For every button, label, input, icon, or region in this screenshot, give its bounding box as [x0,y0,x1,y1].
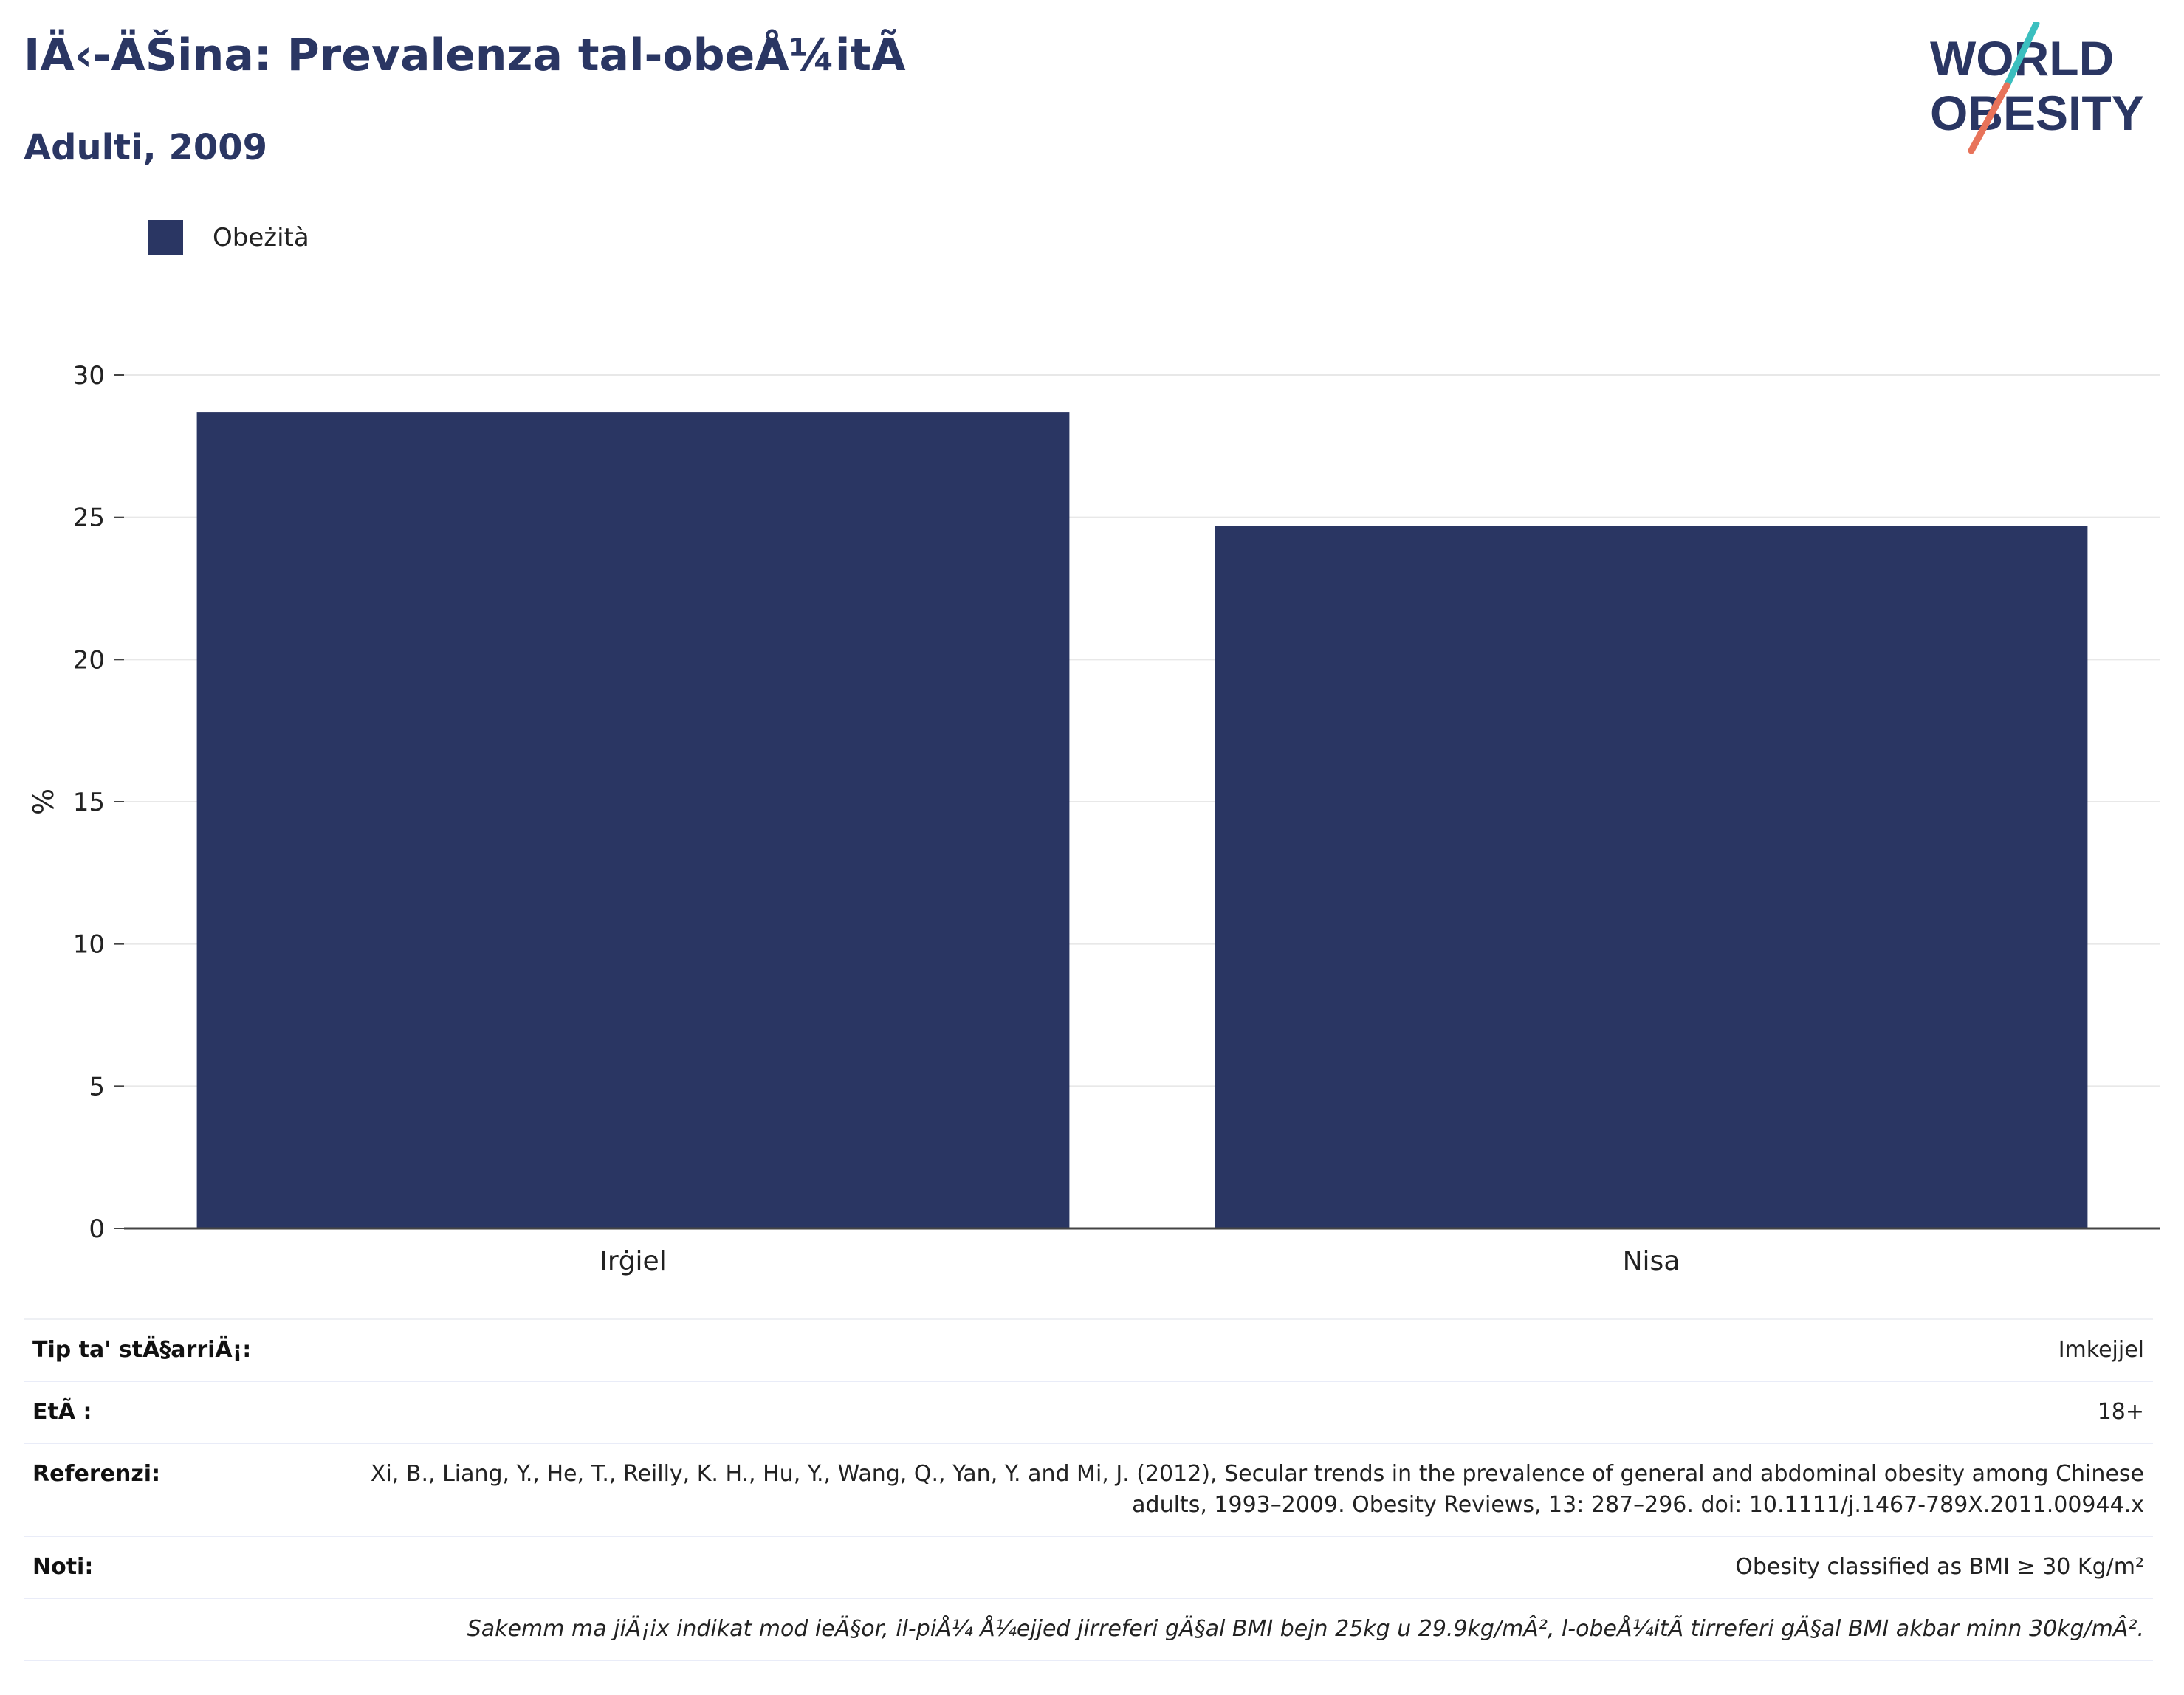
age-value: 18+ [2097,1399,2144,1425]
notes-value: Obesity classified as BMI ≥ 30 Kg/m² [1735,1554,2144,1580]
legend: Obeżità [148,220,309,255]
chart-title: IÄ‹-ÄŠina: Prevalenza tal-obeÅ¼itÃ [24,30,906,81]
x-tick-label: Irġiel [600,1246,666,1276]
logo-slash-top [2003,22,2040,89]
chart-subtitle: Adulti, 2009 [24,127,268,168]
x-tick-label: Nisa [1623,1246,1680,1276]
logo-slash-bottom [1968,82,2010,154]
metadata-row-references: Referenzi: Xi, B., Liang, Y., He, T., Re… [24,1444,2153,1537]
bar [196,412,1070,1229]
survey-type-label: Tip ta' stÄ§arriÄ¡: [32,1337,252,1363]
legend-swatch [148,220,183,255]
y-tick-label: 10 [73,930,105,960]
bar-chart: 0 5 10 15 20 25 30 Irġiel Nisa% [27,361,2160,1276]
references-value: Xi, B., Liang, Y., He, T., Reilly, K. H.… [370,1461,2144,1518]
y-tick-label: 15 [73,788,105,817]
survey-type-value: Imkejjel [2058,1337,2144,1363]
logo-line2: OBESITY [1930,86,2144,140]
y-tick-label: 30 [73,361,105,391]
metadata-row-notes: Noti: Obesity classified as BMI ≥ 30 Kg/… [24,1537,2153,1599]
references-label: Referenzi: [32,1461,161,1487]
bar [1215,526,2088,1228]
y-tick-label: 5 [89,1072,105,1101]
notes-label: Noti: [32,1554,94,1580]
age-label: EtÃ : [32,1399,92,1425]
metadata-row-survey-type: Tip ta' stÄ§arriÄ¡: Imkejjel [24,1320,2153,1382]
y-tick-label: 20 [73,645,105,675]
y-axis-title: % [27,788,60,815]
world-obesity-logo: WORLD OBESITY [1930,22,2144,154]
metadata-table: Tip ta' stÄ§arriÄ¡: Imkejjel EtÃ : 18+ R… [24,1318,2153,1661]
legend-label: Obeżità [213,223,309,252]
metadata-row-footnote: Sakemm ma jiÄ¡ix indikat mod ieÄ§or, il-… [24,1599,2153,1661]
y-tick-label: 0 [89,1214,105,1244]
footnote-text: Sakemm ma jiÄ¡ix indikat mod ieÄ§or, il-… [467,1616,2144,1642]
metadata-row-age: EtÃ : 18+ [24,1382,2153,1444]
y-tick-label: 25 [73,503,105,533]
